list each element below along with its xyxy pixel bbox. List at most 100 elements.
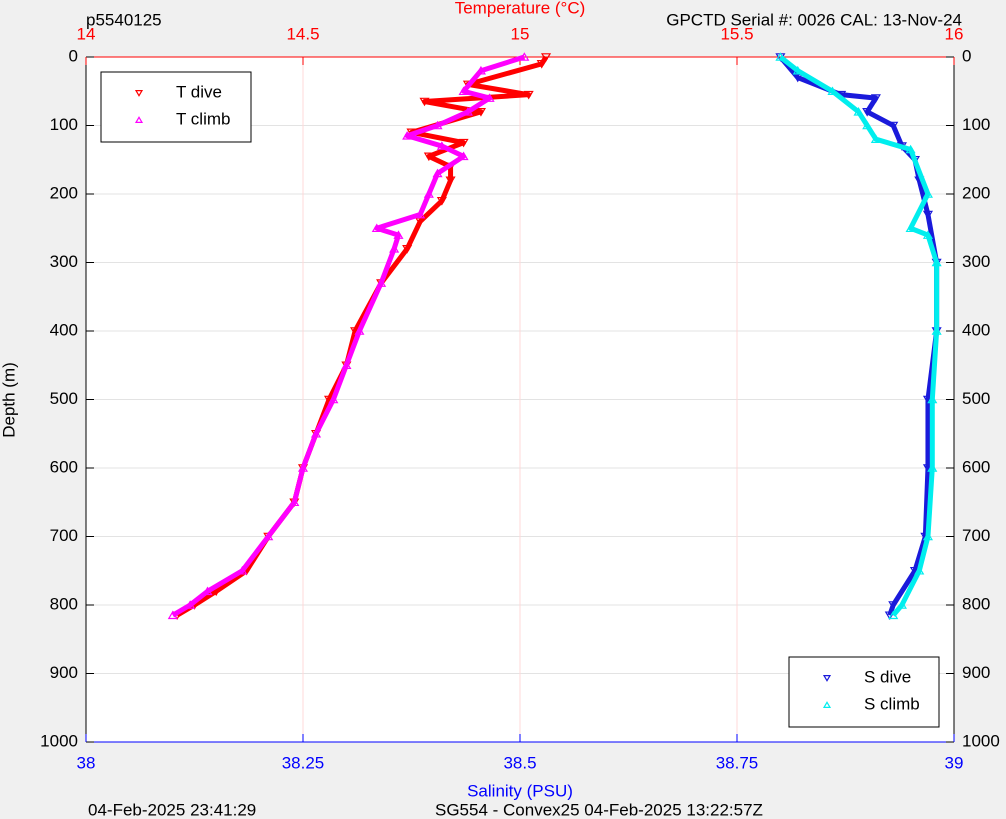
profile-trace: [171, 54, 526, 618]
data-point: [436, 197, 447, 206]
data-point: [914, 565, 925, 575]
y2-tick-label: 700: [962, 526, 990, 545]
data-point: [888, 121, 899, 131]
legend-label: T climb: [176, 109, 230, 128]
data-point: [870, 94, 881, 103]
legend-label: S climb: [864, 694, 920, 713]
data-point: [870, 134, 881, 143]
y-tick-label: 200: [50, 183, 78, 202]
y-tick-label: 600: [50, 457, 78, 476]
data-point: [458, 86, 469, 96]
x2-tick-label: 14: [77, 24, 96, 43]
data-point: [237, 565, 248, 575]
data-point: [888, 610, 899, 620]
y-tick-label: 700: [50, 526, 78, 545]
data-point: [905, 223, 916, 233]
data-point: [523, 90, 534, 100]
y-tick-label: 1000: [40, 731, 78, 750]
x-tick-label: 38.5: [503, 753, 536, 772]
footer-left: 04-Feb-2025 23:41:29: [88, 800, 256, 819]
data-point: [927, 394, 938, 404]
data-point: [519, 52, 530, 61]
x-tick-label: 38.25: [282, 753, 325, 772]
data-point: [185, 600, 196, 609]
y2-tick-label: 400: [962, 320, 990, 339]
data-point: [927, 463, 938, 472]
data-point: [371, 223, 382, 233]
y-tick-label: 100: [50, 115, 78, 134]
data-point: [462, 107, 473, 116]
y-tick-label: 400: [50, 320, 78, 339]
data-point: [328, 394, 339, 404]
x2-tick-label: 14.5: [286, 24, 319, 43]
data-point: [853, 107, 864, 116]
data-point: [419, 97, 430, 107]
y2-tick-label: 800: [962, 594, 990, 613]
legend-marker: [134, 116, 144, 124]
data-point: [432, 168, 443, 178]
data-point: [862, 120, 873, 130]
legend-box: [100, 71, 252, 143]
data-point: [540, 53, 552, 62]
y2-tick-label: 100: [962, 115, 990, 134]
x-tick-label: 38: [77, 753, 96, 772]
data-point: [458, 138, 469, 148]
data-point: [436, 141, 447, 150]
y-tick-label: 0: [69, 46, 78, 65]
legend-box: [788, 656, 940, 728]
data-point: [536, 60, 547, 69]
x-label: Salinity (PSU): [467, 781, 573, 800]
y-tick-label: 500: [50, 389, 78, 408]
y2-tick-label: 200: [962, 183, 990, 202]
y2-tick-label: 1000: [962, 731, 1000, 750]
data-point: [423, 152, 434, 162]
data-point: [445, 176, 456, 186]
data-point: [402, 130, 413, 140]
x-tick-label: 39: [945, 753, 964, 772]
data-point: [905, 144, 916, 154]
data-point: [475, 65, 486, 75]
title-left: p5540125: [86, 10, 162, 29]
data-point: [922, 230, 934, 239]
data-point: [341, 360, 352, 370]
x2-label: Temperature (°C): [455, 0, 586, 17]
profile-trace: [778, 55, 940, 617]
data-point: [263, 531, 274, 541]
y2-tick-label: 0: [962, 46, 971, 65]
y-label: Depth (m): [0, 362, 18, 438]
data-point: [402, 245, 413, 254]
data-point: [423, 189, 434, 198]
y2-tick-label: 600: [962, 457, 990, 476]
data-point: [389, 244, 400, 253]
x-tick-label: 38.75: [716, 753, 759, 772]
legend-marker: [822, 674, 832, 682]
data-point: [289, 497, 300, 507]
data-point: [922, 210, 934, 220]
legend-label: S dive: [864, 667, 911, 686]
title-right: GPCTD Serial #: 0026 CAL: 13-Nov-24: [666, 10, 962, 29]
y2-tick-label: 300: [962, 252, 990, 271]
data-point: [884, 611, 895, 621]
y-tick-label: 300: [50, 252, 78, 271]
data-point: [432, 120, 443, 130]
data-point: [475, 107, 486, 117]
data-point: [484, 93, 495, 102]
data-point: [862, 107, 873, 117]
y2-tick-label: 500: [962, 389, 990, 408]
data-point: [202, 586, 213, 596]
data-point: [931, 257, 942, 267]
data-point: [775, 52, 786, 61]
data-point: [922, 189, 934, 198]
x2-tick-label: 15: [511, 24, 530, 43]
data-point: [896, 600, 907, 609]
y2-tick-label: 900: [962, 663, 990, 682]
x2-tick-label: 16: [945, 24, 964, 43]
y-tick-label: 800: [50, 594, 78, 613]
legend-marker: [134, 89, 144, 97]
data-point: [792, 65, 803, 75]
x2-tick-label: 15.5: [720, 24, 753, 43]
data-point: [376, 278, 387, 287]
legend-label: T dive: [176, 82, 222, 101]
data-point: [393, 230, 404, 239]
